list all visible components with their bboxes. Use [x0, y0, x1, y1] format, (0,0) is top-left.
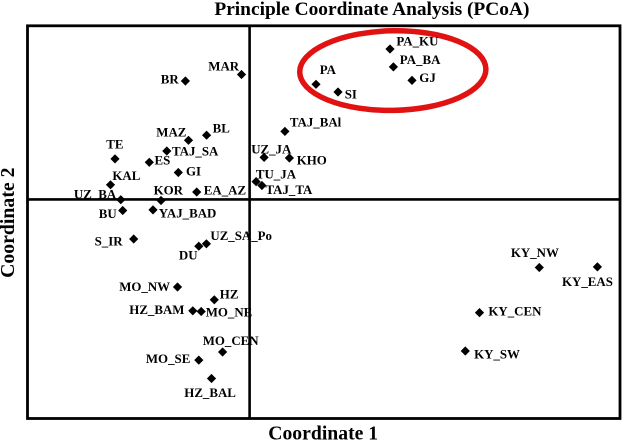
svg-text:Coordinate 2: Coordinate 2: [0, 167, 19, 278]
svg-text:KY_CEN: KY_CEN: [488, 305, 542, 319]
svg-text:KOR: KOR: [154, 183, 184, 197]
svg-text:HZ_BAL: HZ_BAL: [184, 386, 236, 400]
svg-text:HZ: HZ: [220, 287, 239, 301]
svg-text:PA: PA: [320, 63, 337, 77]
svg-text:TE: TE: [106, 138, 123, 152]
svg-text:S_IR: S_IR: [95, 234, 124, 248]
svg-text:MO_NW: MO_NW: [119, 280, 170, 294]
svg-text:PA_BA: PA_BA: [400, 53, 441, 67]
svg-text:TAJ_TA: TAJ_TA: [266, 183, 313, 197]
svg-text:MAZ: MAZ: [156, 126, 186, 140]
svg-text:UZ_SA_Po: UZ_SA_Po: [210, 229, 272, 243]
svg-text:HZ_BAM: HZ_BAM: [129, 303, 184, 317]
svg-text:GJ: GJ: [419, 71, 436, 85]
svg-text:KAL: KAL: [112, 169, 140, 183]
svg-text:Coordinate 1: Coordinate 1: [268, 422, 378, 441]
svg-text:UZ_BA: UZ_BA: [74, 187, 117, 201]
svg-text:KHO: KHO: [297, 153, 327, 167]
svg-text:SI: SI: [345, 88, 357, 102]
svg-text:DU: DU: [179, 249, 198, 263]
svg-text:BR: BR: [161, 72, 180, 86]
svg-text:Principle Coordinate Analysis: Principle Coordinate Analysis (PCoA): [214, 0, 529, 20]
svg-text:YAJ_BAD: YAJ_BAD: [159, 206, 217, 220]
svg-text:TU_JA: TU_JA: [256, 168, 297, 182]
svg-text:BU: BU: [99, 207, 117, 221]
svg-text:KY_SW: KY_SW: [474, 347, 520, 361]
svg-text:MO_CEN: MO_CEN: [203, 334, 260, 348]
svg-text:KY_EAS: KY_EAS: [562, 275, 613, 289]
svg-text:BL: BL: [213, 122, 231, 136]
svg-text:MAR: MAR: [208, 60, 239, 74]
svg-text:MO_NE: MO_NE: [206, 306, 253, 320]
svg-text:TAJ_BAl: TAJ_BAl: [290, 116, 342, 130]
svg-text:ES: ES: [155, 154, 171, 168]
svg-text:GI: GI: [186, 164, 201, 178]
svg-text:PA_KU: PA_KU: [396, 34, 438, 48]
svg-text:UZ_JA: UZ_JA: [251, 142, 292, 156]
svg-text:EA_AZ: EA_AZ: [204, 183, 246, 197]
svg-text:TAJ_SA: TAJ_SA: [172, 144, 219, 158]
svg-text:MO_SE: MO_SE: [146, 352, 190, 366]
svg-text:KY_NW: KY_NW: [511, 246, 559, 260]
